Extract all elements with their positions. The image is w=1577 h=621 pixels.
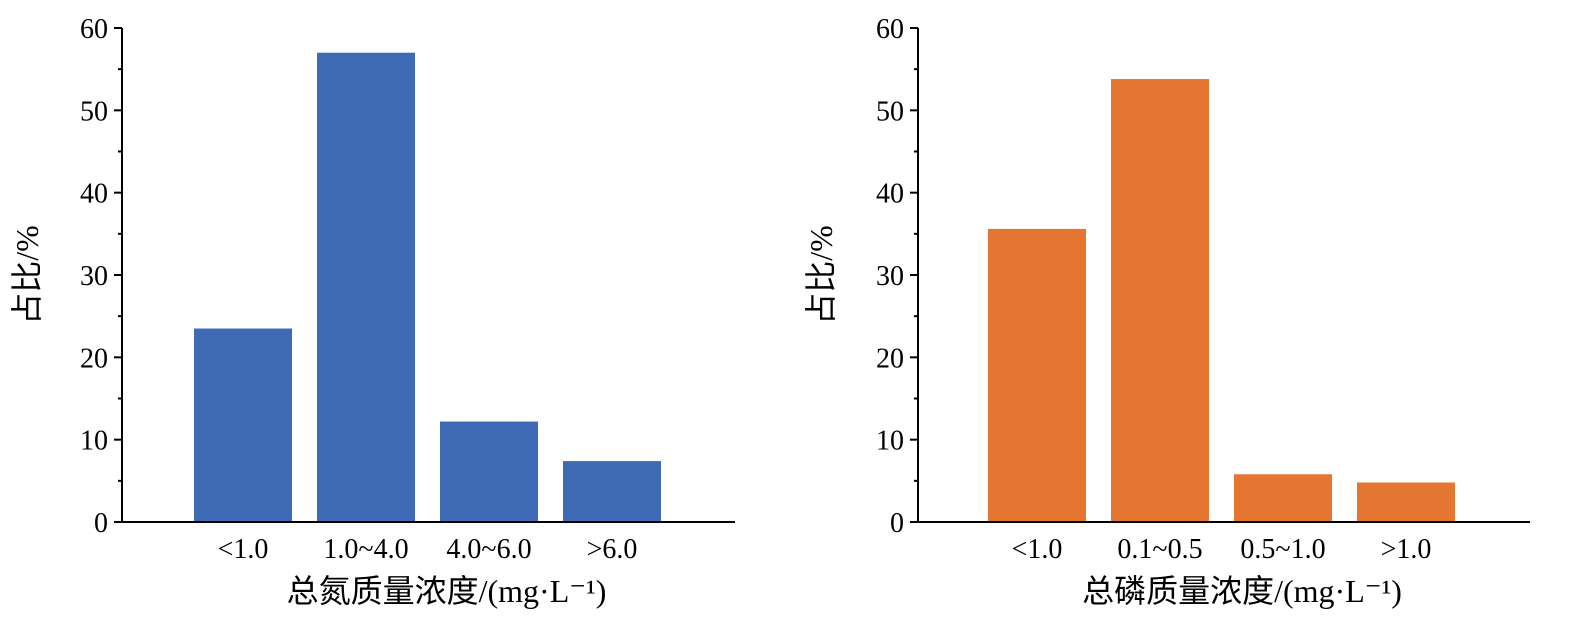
x-tick-label: >6.0 bbox=[587, 534, 638, 565]
y-tick-label: 40 bbox=[876, 179, 904, 210]
bar-1 bbox=[988, 228, 1086, 523]
x-axis-title: 总氮质量浓度/(mg·L⁻¹) bbox=[287, 573, 607, 609]
bar-2 bbox=[317, 52, 415, 522]
bar-3 bbox=[440, 421, 538, 522]
x-axis-title: 总磷质量浓度/(mg·L⁻¹) bbox=[1082, 573, 1402, 609]
y-tick-label: 30 bbox=[876, 261, 904, 292]
y-tick-label: 10 bbox=[876, 426, 904, 457]
x-tick-label: >1.0 bbox=[1381, 534, 1432, 565]
chart-1: 0 10 20 30 40 50 60 <1.0 1.0~4.0 4.0~6.0 >6.0 总氮质量浓… bbox=[9, 14, 735, 609]
y-axis-title: 占比/% bbox=[803, 225, 839, 325]
y-tick-label: 0 bbox=[890, 508, 904, 539]
x-tick-label: 1.0~4.0 bbox=[323, 534, 408, 565]
x-tick-label: <1.0 bbox=[1012, 534, 1063, 565]
bar-2 bbox=[1111, 79, 1209, 523]
y-tick-label: 30 bbox=[80, 261, 108, 292]
bar-4 bbox=[563, 461, 661, 522]
x-tick-label: 0.1~0.5 bbox=[1117, 534, 1202, 565]
y-tick-label: 60 bbox=[80, 14, 108, 45]
y-tick-label: 50 bbox=[80, 96, 108, 127]
y-tick-label: 0 bbox=[94, 508, 108, 539]
y-tick-label: 40 bbox=[80, 179, 108, 210]
y-tick-label: 50 bbox=[876, 96, 904, 127]
bar-3 bbox=[1234, 474, 1332, 522]
bar-1 bbox=[194, 328, 292, 522]
y-tick-label: 60 bbox=[876, 14, 904, 45]
x-tick-label: <1.0 bbox=[218, 534, 269, 565]
chart-2: 0 10 20 30 40 50 60 <1.0 0.1~0.5 0.5~1.0 >1.0 总磷质量浓… bbox=[803, 14, 1530, 609]
y-tick-label: 20 bbox=[876, 343, 904, 374]
x-tick-label: 4.0~6.0 bbox=[446, 534, 531, 565]
bar-4 bbox=[1357, 482, 1455, 522]
y-tick-label: 10 bbox=[80, 426, 108, 457]
y-tick-label: 20 bbox=[80, 343, 108, 374]
x-tick-label: 0.5~1.0 bbox=[1240, 534, 1325, 565]
y-axis-title: 占比/% bbox=[9, 225, 45, 325]
